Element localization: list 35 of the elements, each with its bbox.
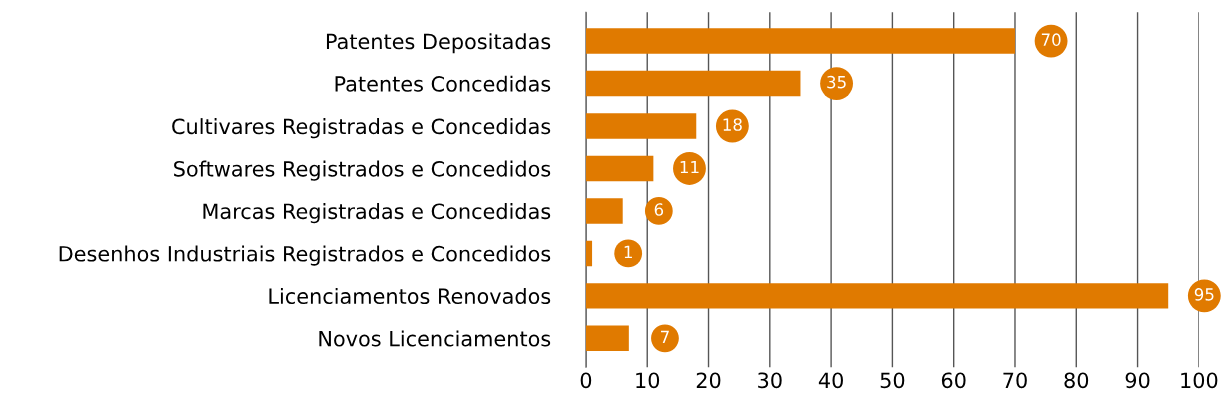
data-label: 1 bbox=[624, 245, 632, 259]
data-label: 11 bbox=[680, 160, 699, 174]
x-tick-label: 10 bbox=[636, 372, 660, 389]
y-tick-label: Licenciamentos Renovados bbox=[269, 287, 551, 305]
y-tick-label: Cultivares Registradas e Concedidas bbox=[172, 118, 551, 139]
x-tick-label: 70 bbox=[1003, 372, 1027, 389]
bar bbox=[585, 155, 654, 182]
x-tick-label: 0 bbox=[580, 372, 592, 389]
y-tick-label: Marcas Registradas e Concedidas bbox=[203, 203, 551, 224]
x-tick-label: 30 bbox=[758, 372, 782, 389]
data-label: 95 bbox=[1194, 288, 1214, 301]
x-tick-label: 50 bbox=[880, 372, 905, 389]
y-tick-label: Patentes Concedidas bbox=[335, 75, 551, 92]
y-tick-label: Softwares Registrados e Concedidos bbox=[174, 160, 551, 181]
bar bbox=[585, 325, 629, 352]
data-label: 6 bbox=[654, 203, 664, 216]
y-tick-label: Desenhos Industriais Registrados e Concedidos bbox=[59, 245, 551, 266]
data-label: 18 bbox=[723, 118, 742, 131]
bar bbox=[585, 28, 1015, 54]
bar bbox=[585, 198, 623, 224]
x-tick-label: 40 bbox=[818, 372, 843, 389]
x-tick-label: 100 bbox=[1181, 372, 1218, 389]
y-tick-label: Patentes Depositadas bbox=[326, 33, 551, 54]
x-tick-label: 60 bbox=[941, 372, 966, 389]
bar bbox=[585, 240, 593, 267]
x-tick-label: 20 bbox=[696, 372, 721, 389]
bar bbox=[585, 70, 801, 97]
data-label: 70 bbox=[1041, 33, 1061, 46]
bar bbox=[585, 113, 697, 139]
data-label: 35 bbox=[827, 75, 846, 89]
x-tick-label: 80 bbox=[1064, 372, 1089, 389]
x-tick-label: 90 bbox=[1125, 372, 1150, 389]
bar bbox=[585, 283, 1169, 309]
data-label: 7 bbox=[661, 330, 669, 343]
y-tick-label: Novos Licenciamentos bbox=[319, 330, 551, 347]
